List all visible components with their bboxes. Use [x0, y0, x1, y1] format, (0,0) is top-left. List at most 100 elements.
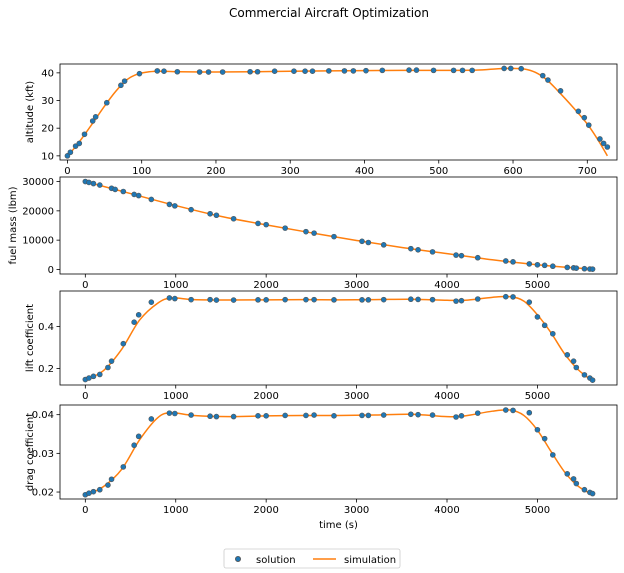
solution-point	[600, 140, 607, 147]
solution-point	[105, 482, 111, 488]
x-tick-label: 3000	[344, 391, 369, 402]
solution-point	[309, 68, 316, 74]
solution-point	[120, 464, 127, 470]
y-tick-label: 0.2	[38, 364, 54, 375]
solution-point	[207, 413, 213, 420]
plot-area	[82, 293, 596, 383]
x-axis-label: time (s)	[319, 520, 358, 531]
solution-point	[510, 259, 516, 265]
solution-point	[408, 245, 414, 252]
solution-point	[331, 413, 337, 419]
solution-point	[263, 297, 269, 303]
solution-point	[526, 299, 533, 305]
solution-point	[604, 144, 611, 150]
solution-point	[90, 488, 97, 495]
solution-point	[458, 252, 465, 259]
solution-point	[541, 262, 548, 269]
solution-point	[72, 143, 79, 149]
solution-point	[282, 225, 288, 231]
solution-point	[255, 413, 261, 419]
x-tick-label: 3000	[344, 505, 369, 516]
solution-point	[121, 78, 128, 84]
x-tick-label: 700	[578, 166, 597, 177]
solution-point	[213, 413, 220, 420]
solution-point	[207, 296, 213, 303]
solution-point	[172, 295, 178, 302]
solution-point	[474, 254, 481, 261]
y-tick-label: 0.04	[32, 410, 54, 421]
solution-point	[589, 377, 596, 383]
x-tick-label: 600	[503, 166, 522, 177]
solution-point	[166, 295, 173, 301]
series-simulation-line	[84, 295, 594, 382]
solution-point	[541, 322, 548, 329]
solution-point	[311, 412, 317, 418]
solution-point	[570, 476, 577, 482]
solution-point	[557, 88, 564, 94]
solution-point	[76, 140, 83, 147]
solution-point	[597, 136, 603, 142]
solution-point	[589, 490, 596, 497]
solution-point	[67, 149, 74, 156]
solution-point	[413, 67, 420, 73]
solution-point	[541, 435, 548, 442]
solution-point	[103, 99, 110, 106]
solution-point	[291, 68, 297, 74]
solution-point	[474, 296, 481, 302]
solution-point	[575, 108, 582, 115]
subplot-2: 0 1000 2000 3000 4000 5000 0 10000 20000 30000fue…	[8, 176, 618, 291]
solution-point	[131, 442, 137, 449]
axes-frame	[59, 63, 618, 161]
x-tick-label: 5000	[525, 505, 550, 516]
solution-point	[196, 69, 203, 75]
solution-point	[255, 220, 261, 227]
x-tick-label: 4000	[434, 280, 459, 291]
y-axis-label: fuel mass (lbm)	[8, 186, 19, 264]
solution-point	[365, 239, 372, 246]
y-tick-label: 20	[41, 124, 54, 135]
x-tick-label: 0	[82, 391, 88, 402]
plot-area	[82, 178, 596, 272]
y-tick-label: 40	[41, 68, 54, 79]
solution-point	[359, 297, 365, 303]
axes-frame	[59, 290, 618, 386]
solution-point	[105, 364, 111, 371]
solution-point	[585, 122, 592, 128]
solution-point	[302, 68, 308, 74]
solution-point	[502, 293, 509, 300]
solution-point	[564, 264, 571, 271]
solution-point	[108, 358, 115, 364]
solution-point	[502, 258, 509, 264]
solution-point	[148, 299, 155, 305]
solution-point	[213, 297, 220, 303]
legend-label-simulation: simulation	[344, 555, 396, 566]
x-tick-label: 1000	[163, 505, 188, 516]
y-axis-label: altitude (kft)	[25, 81, 36, 144]
solution-point	[581, 114, 588, 121]
solution-point	[581, 372, 588, 378]
series-simulation-line	[66, 67, 608, 157]
plot-area	[82, 407, 596, 498]
solution-point	[154, 68, 161, 74]
subplot-1: 0 100 200 300 400 500 600 700 10 20 30 40 altitude (…	[25, 63, 618, 177]
solution-point	[230, 413, 237, 420]
solution-point	[247, 68, 253, 75]
solution-point	[205, 69, 212, 75]
x-tick-label: 4000	[434, 391, 459, 402]
solution-point	[408, 411, 414, 418]
x-tick-label: 5000	[525, 391, 550, 402]
solution-point	[230, 297, 237, 303]
solution-point	[453, 252, 459, 258]
solution-point	[207, 210, 213, 217]
solution-point	[311, 230, 317, 236]
solution-point	[469, 67, 475, 74]
solution-point	[545, 77, 551, 83]
y-tick-label: 0.02	[32, 488, 54, 499]
solution-point	[573, 265, 580, 271]
solution-point	[148, 196, 155, 203]
solution-point	[474, 410, 481, 416]
solution-point	[174, 68, 181, 75]
solution-point	[263, 413, 269, 419]
solution-point	[255, 297, 261, 303]
